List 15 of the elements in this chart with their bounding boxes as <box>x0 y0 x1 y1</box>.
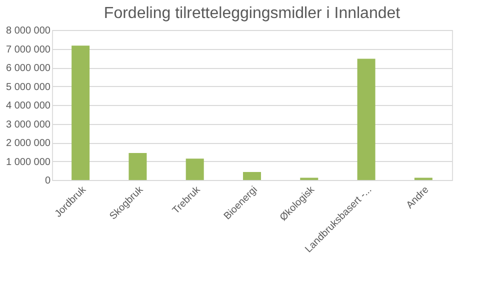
y-tick-label: 5 000 000 <box>6 82 51 93</box>
y-tick-label: 1 000 000 <box>6 156 51 168</box>
y-tick-label: 4 000 000 <box>6 100 51 112</box>
y-tick-label: 3 000 000 <box>6 119 51 130</box>
bar <box>186 158 204 180</box>
y-tick-label: 0 <box>44 176 51 186</box>
chart-title: Fordeling tilretteleggingsmidler i Innlandet <box>104 5 401 22</box>
bar <box>243 172 261 180</box>
y-tick-label: 6 000 000 <box>6 63 51 74</box>
bar <box>72 46 90 180</box>
bar <box>357 58 376 180</box>
y-tick-label: 8 000 000 <box>6 26 51 36</box>
bar <box>128 153 147 180</box>
y-tick-label: 2 000 000 <box>6 138 51 149</box>
y-tick-label: 7 000 000 <box>6 44 51 56</box>
